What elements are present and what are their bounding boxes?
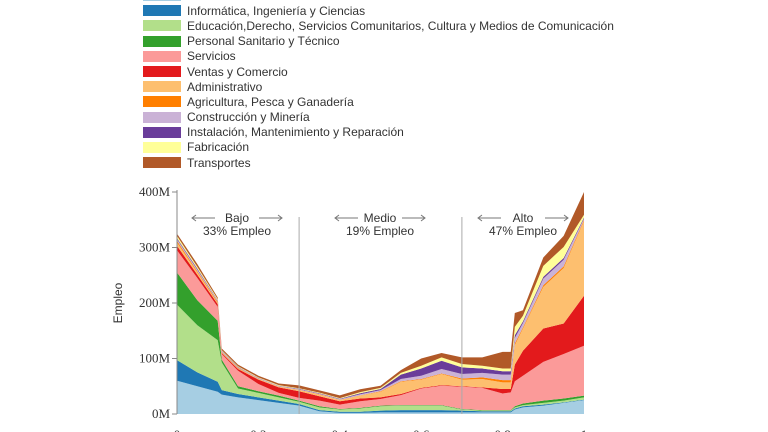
legend-swatch: [143, 141, 181, 153]
y-tick-label: 0M: [152, 406, 171, 421]
region-label: Bajo: [225, 211, 249, 225]
region-label: Alto: [513, 211, 534, 225]
legend-swatch: [143, 81, 181, 93]
legend-swatch: [143, 111, 181, 123]
legend-swatch: [143, 20, 181, 32]
y-tick-label: 100M: [139, 351, 171, 366]
y-tick-label: 400M: [139, 184, 171, 199]
legend-item: [143, 0, 614, 3]
legend-label: Instalación, Mantenimiento y Reparación: [187, 125, 404, 140]
legend-label: Transportes: [187, 155, 251, 170]
legend-swatch: [143, 66, 181, 78]
region-label: Medio: [364, 211, 397, 225]
arrow-head: [563, 214, 569, 222]
x-tick-label: 0.6: [413, 427, 430, 432]
region-share: 47% Empleo: [489, 224, 557, 238]
arrow-head: [477, 214, 483, 222]
legend-swatch: [143, 157, 181, 169]
legend-label: Personal Sanitario y Técnico: [187, 34, 340, 49]
legend-swatch: [143, 96, 181, 108]
legend-label: Fabricación: [187, 140, 250, 155]
legend-item: Construcción y Minería: [143, 110, 614, 125]
legend-item: Ventas y Comercio: [143, 64, 614, 79]
area-series-4: [177, 250, 584, 411]
legend-item: Transportes: [143, 155, 614, 170]
x-tick-label: 1: [581, 427, 588, 432]
legend-item: Administrativo: [143, 79, 614, 94]
legend-swatch: [143, 5, 181, 17]
legend-label: Servicios: [187, 49, 236, 64]
legend-item: Personal Sanitario y Técnico: [143, 34, 614, 49]
arrow-head: [420, 214, 426, 222]
legend-item: Informática, Ingeniería y Ciencias: [143, 3, 614, 18]
area-series-0: [177, 380, 584, 414]
region-share: 19% Empleo: [346, 224, 414, 238]
legend-swatch: [143, 126, 181, 138]
x-tick-label: 0.8: [494, 427, 510, 432]
y-tick-label: 300M: [139, 240, 171, 255]
legend-label: Agricultura, Pesca y Ganadería: [187, 94, 354, 109]
legend-label: Informática, Ingeniería y Ciencias: [187, 3, 366, 18]
legend-label: Ventas y Comercio: [187, 64, 288, 79]
legend-item: Servicios: [143, 49, 614, 64]
legend-item: Fabricación: [143, 140, 614, 155]
y-axis-label: Empleo: [111, 282, 125, 323]
arrow-head: [191, 214, 197, 222]
legend-swatch: [143, 0, 181, 2]
x-tick-label: 0.2: [250, 427, 266, 432]
x-tick-label: 0: [174, 427, 181, 432]
legend-label: Construcción y Minería: [187, 110, 310, 125]
legend: Informática, Ingeniería y Ciencias Educac…: [143, 0, 614, 170]
arrow-head: [277, 214, 283, 222]
arrow-head: [334, 214, 340, 222]
legend-item: Agricultura, Pesca y Ganadería: [143, 94, 614, 109]
legend-label: Educación,Derecho, Servicios Comunitario…: [187, 18, 614, 33]
legend-item: Educación,Derecho, Servicios Comunitario…: [143, 18, 614, 33]
legend-swatch: [143, 50, 181, 62]
y-tick-label: 200M: [139, 295, 171, 310]
region-share: 33% Empleo: [203, 224, 271, 238]
legend-item: Instalación, Mantenimiento y Reparación: [143, 125, 614, 140]
x-tick-label: 0.4: [332, 427, 349, 432]
legend-swatch: [143, 35, 181, 47]
legend-label: Administrativo: [187, 79, 263, 94]
